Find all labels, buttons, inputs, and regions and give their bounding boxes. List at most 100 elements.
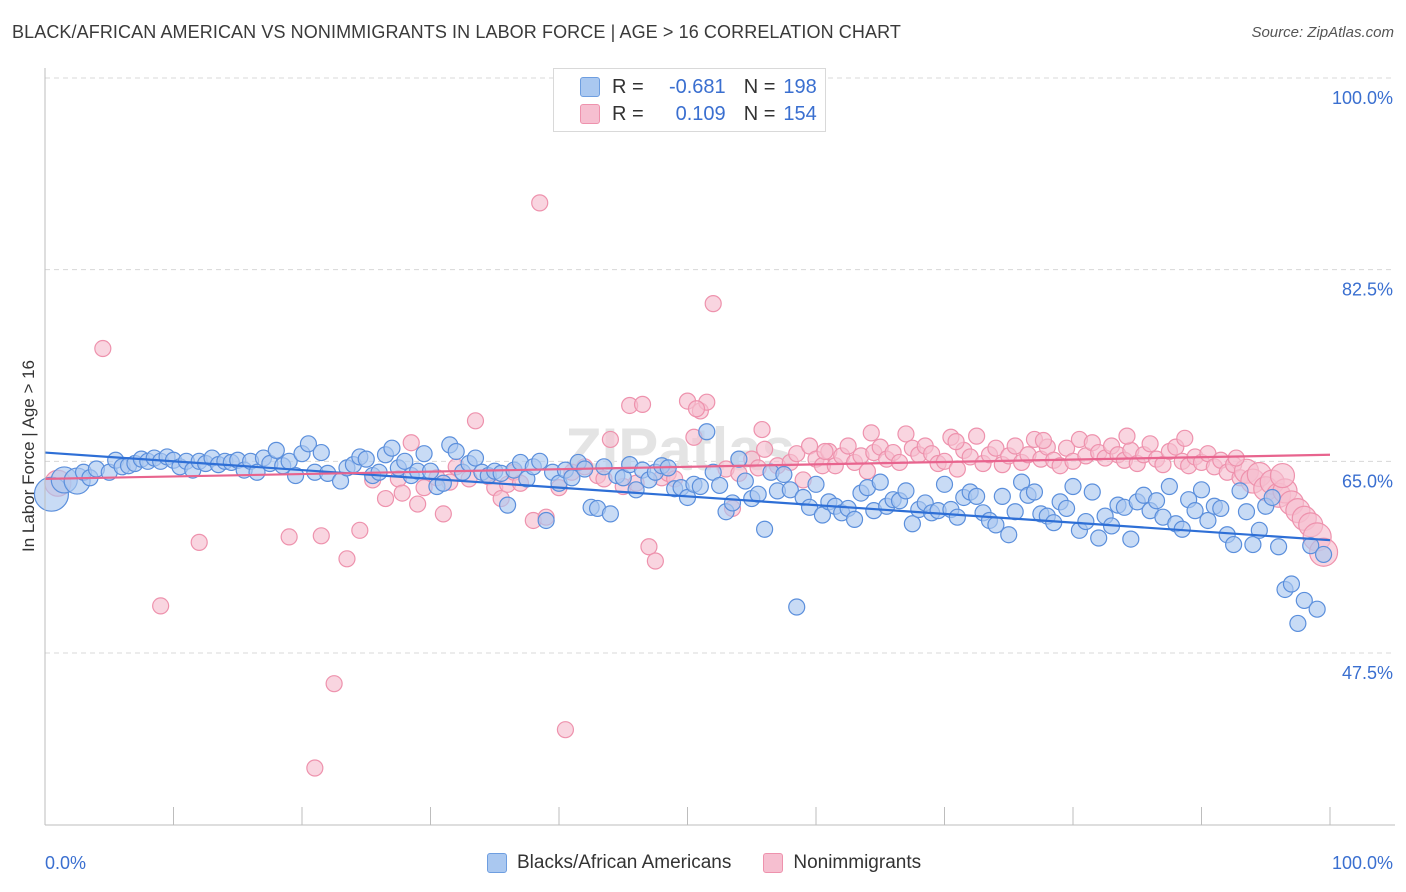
nonimmigrants-point bbox=[94, 339, 112, 358]
legend: R = -0.681 N = 198 R = 0.109 N = 154 bbox=[553, 68, 826, 132]
nonimmigrants-point bbox=[1006, 437, 1024, 455]
blacks-point bbox=[396, 452, 414, 470]
nonimmigrants-point bbox=[987, 439, 1005, 457]
blacks-point bbox=[312, 443, 330, 462]
legend-n-value: 198 bbox=[783, 75, 817, 98]
nonimmigrants-point bbox=[1118, 427, 1136, 445]
series-blacks-african-americans bbox=[33, 423, 1333, 633]
blacks-point bbox=[1244, 535, 1262, 554]
blacks-point bbox=[601, 505, 620, 523]
blacks-point bbox=[1231, 482, 1249, 500]
blacks-point bbox=[935, 475, 954, 493]
blacks-point bbox=[499, 496, 517, 514]
blacks-point bbox=[1314, 545, 1333, 564]
nonimmigrants-point bbox=[306, 759, 324, 777]
y-axis-label: In Labor Force | Age > 16 bbox=[19, 360, 38, 552]
blacks-point bbox=[1025, 483, 1044, 501]
nonimmigrants-point bbox=[1269, 462, 1296, 489]
nonimmigrants-point bbox=[646, 552, 664, 570]
y-tick-label: 100.0% bbox=[1332, 88, 1393, 108]
nonimmigrants-point bbox=[816, 442, 834, 461]
blacks-point bbox=[1160, 477, 1178, 496]
y-tick-label: 65.0% bbox=[1342, 471, 1393, 491]
blacks-point bbox=[698, 423, 716, 441]
blacks-point bbox=[993, 487, 1011, 505]
blacks-point bbox=[537, 511, 555, 530]
trend-line-blacks bbox=[44, 451, 1331, 542]
nonimmigrants-point bbox=[312, 527, 330, 545]
bottom-legend-item-nonimmigrants: Nonimmigrants bbox=[763, 852, 921, 874]
nonimmigrants-point bbox=[687, 400, 706, 418]
bottom-legend-label: Nonimmigrants bbox=[793, 852, 922, 873]
blacks-point bbox=[267, 441, 285, 459]
blacks-point bbox=[1090, 529, 1108, 547]
blacks-point bbox=[903, 515, 921, 533]
blacks-point bbox=[845, 510, 864, 528]
blacks-point bbox=[1122, 530, 1140, 548]
nonimmigrants-point bbox=[755, 440, 774, 458]
blacks-point bbox=[968, 487, 986, 505]
legend-n-value: 154 bbox=[783, 102, 817, 125]
nonimmigrants-point bbox=[280, 528, 298, 546]
blacks-point bbox=[1302, 537, 1320, 555]
nonimmigrants-point bbox=[862, 424, 880, 442]
source-label: Source: ZipAtlas.com bbox=[1251, 24, 1394, 41]
nonimmigrants-point bbox=[351, 521, 369, 539]
blacks-point bbox=[781, 481, 799, 499]
nonimmigrants-point bbox=[190, 533, 208, 551]
nonimmigrants-point bbox=[788, 445, 806, 463]
blacks-point bbox=[1308, 600, 1326, 618]
blacks-point bbox=[730, 450, 748, 468]
blacks-point bbox=[1186, 502, 1204, 520]
grid-lines bbox=[45, 77, 1395, 654]
nonimmigrants-point bbox=[753, 420, 771, 439]
blacks-point bbox=[788, 598, 806, 616]
blacks-point bbox=[1077, 512, 1095, 531]
legend-swatch-blue bbox=[580, 77, 600, 97]
nonimmigrants-point bbox=[947, 433, 965, 451]
legend-row-blacks: R = -0.681 N = 198 bbox=[580, 74, 817, 100]
blacks-point bbox=[595, 458, 613, 476]
legend-n-label: N = bbox=[743, 75, 776, 98]
blacks-point bbox=[1295, 591, 1313, 610]
nonimmigrants-point bbox=[434, 505, 452, 523]
bottom-legend-swatch-pink bbox=[763, 853, 784, 873]
bottom-legend-label: Blacks/African Americans bbox=[517, 852, 732, 873]
blacks-point bbox=[1064, 477, 1082, 496]
y-tick-label: 47.5% bbox=[1342, 663, 1393, 683]
nonimmigrants-point bbox=[839, 437, 857, 455]
blacks-point bbox=[948, 508, 966, 526]
legend-r-label: R = bbox=[612, 102, 644, 125]
chart-title: BLACK/AFRICAN AMERICAN VS NONIMMIGRANTS … bbox=[12, 22, 901, 42]
blacks-point bbox=[1282, 575, 1301, 593]
blacks-point bbox=[1057, 499, 1076, 518]
blacks-point bbox=[1263, 488, 1281, 507]
x-tick-label: 100.0% bbox=[1332, 853, 1393, 873]
blacks-point bbox=[1147, 492, 1166, 510]
blacks-point bbox=[1192, 481, 1211, 499]
blacks-point bbox=[775, 465, 793, 484]
bottom-legend: Blacks/African Americans Nonimmigrants bbox=[487, 852, 953, 874]
nonimmigrants-point bbox=[393, 484, 411, 502]
blacks-point bbox=[1083, 483, 1101, 501]
blacks-point bbox=[807, 475, 825, 493]
nonimmigrants-point bbox=[1176, 429, 1194, 447]
trend-lines bbox=[44, 451, 1331, 542]
y-tick-labels: 47.5% 65.0% 82.5% 100.0% bbox=[1332, 88, 1393, 683]
blacks-point bbox=[1269, 538, 1288, 556]
nonimmigrants-point bbox=[376, 489, 395, 508]
trend-line-nonimmigrants bbox=[44, 453, 1331, 480]
nonimmigrants-point bbox=[968, 427, 986, 445]
legend-r-label: R = bbox=[612, 75, 644, 98]
blacks-point bbox=[897, 482, 915, 500]
blacks-point bbox=[447, 442, 465, 461]
blacks-point bbox=[723, 494, 742, 512]
nonimmigrants-point bbox=[325, 675, 343, 693]
legend-n-label: N = bbox=[743, 102, 776, 125]
axes bbox=[44, 68, 1395, 826]
x-tick-label: 0.0% bbox=[45, 853, 86, 873]
blacks-point bbox=[1289, 614, 1307, 633]
legend-swatch-pink bbox=[580, 104, 600, 124]
nonimmigrants-point bbox=[633, 395, 652, 413]
